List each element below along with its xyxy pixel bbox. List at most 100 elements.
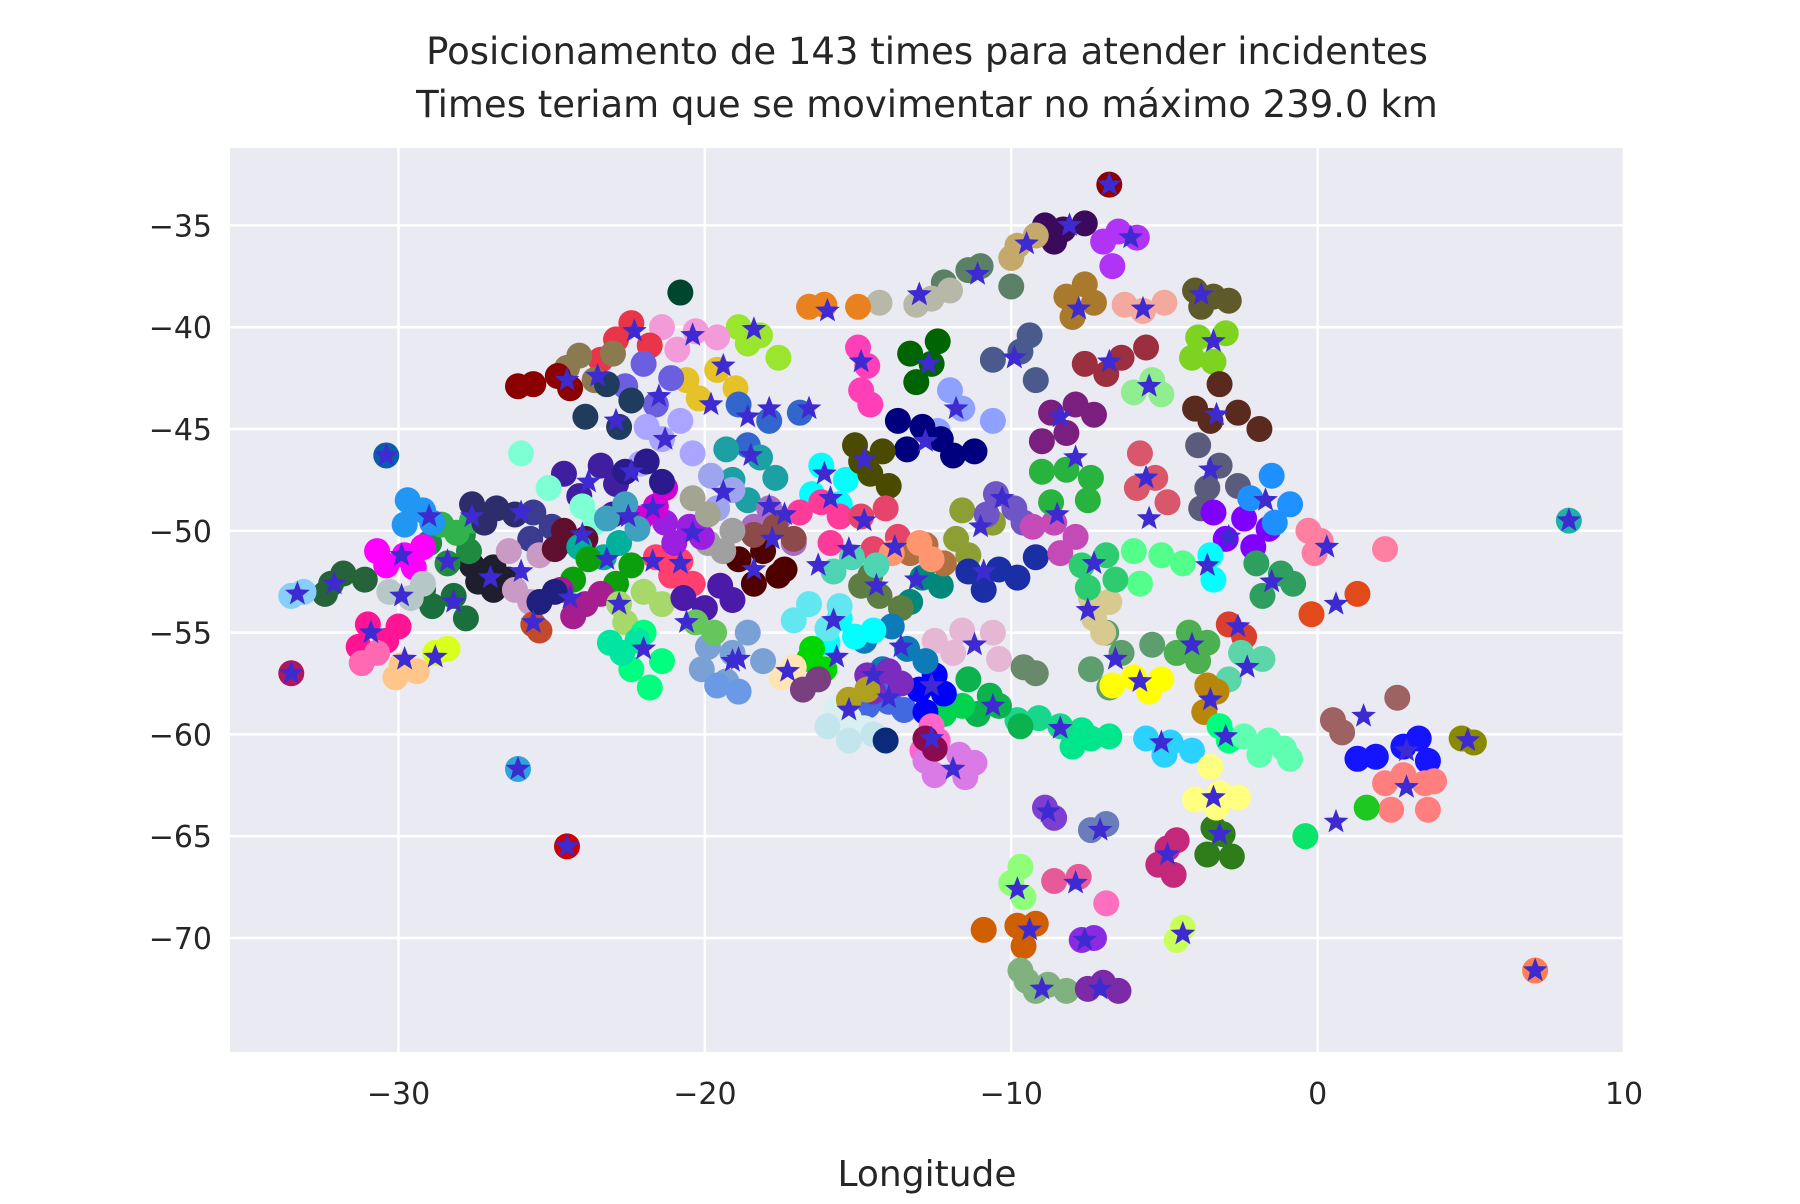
team-position-marker bbox=[1522, 957, 1548, 982]
incident-point bbox=[1185, 324, 1212, 351]
incident-point bbox=[1231, 723, 1258, 750]
team-position-marker bbox=[1207, 821, 1232, 845]
incident-point bbox=[1224, 784, 1251, 811]
incident-point bbox=[670, 584, 697, 611]
incident-point bbox=[1353, 794, 1380, 821]
team-position-marker bbox=[989, 485, 1015, 509]
incident-point bbox=[1099, 253, 1126, 280]
incident-point bbox=[1277, 491, 1304, 518]
team-position-marker bbox=[1394, 737, 1419, 762]
team-position-marker bbox=[1188, 281, 1214, 306]
team-position-marker bbox=[1204, 401, 1229, 426]
incident-point bbox=[648, 468, 675, 495]
y-tick-label: −35 bbox=[149, 209, 212, 244]
incident-point bbox=[887, 670, 914, 697]
incident-point bbox=[1099, 672, 1126, 699]
incident-point bbox=[912, 648, 939, 675]
incident-point bbox=[701, 619, 728, 646]
team-position-marker bbox=[1201, 784, 1226, 808]
team-position-marker bbox=[1259, 568, 1284, 593]
team-position-marker bbox=[285, 580, 310, 605]
incident-point bbox=[661, 529, 688, 556]
incident-point bbox=[1068, 717, 1095, 744]
incident-point bbox=[1080, 289, 1107, 316]
incident-point bbox=[970, 576, 997, 603]
team-position-marker bbox=[594, 546, 620, 570]
incident-point bbox=[688, 656, 715, 683]
team-position-marker bbox=[756, 493, 782, 517]
team-position-marker bbox=[1017, 916, 1042, 941]
team-position-marker bbox=[1133, 464, 1159, 489]
incident-point bbox=[1298, 601, 1325, 628]
team-position-marker bbox=[812, 460, 837, 485]
incident-point bbox=[1237, 485, 1264, 512]
incident-point bbox=[985, 646, 1012, 673]
team-position-marker bbox=[738, 442, 764, 466]
team-position-marker bbox=[1035, 798, 1061, 823]
incident-point bbox=[679, 485, 706, 512]
incident-point bbox=[1077, 464, 1104, 491]
incident-point bbox=[1160, 861, 1187, 888]
incident-point bbox=[694, 501, 721, 528]
incident-point bbox=[541, 578, 568, 605]
team-position-marker bbox=[962, 631, 987, 656]
incident-point bbox=[648, 591, 675, 618]
team-position-marker bbox=[1216, 523, 1242, 548]
incident-point bbox=[894, 436, 921, 463]
incident-point bbox=[1197, 753, 1224, 780]
incident-point bbox=[832, 466, 859, 493]
incident-point bbox=[1414, 747, 1441, 774]
incident-point bbox=[1200, 348, 1227, 375]
incident-point bbox=[612, 491, 639, 518]
team-position-marker bbox=[576, 468, 601, 493]
incident-point bbox=[704, 672, 731, 699]
team-position-marker bbox=[1225, 613, 1251, 637]
incident-point bbox=[1372, 536, 1399, 563]
incident-point bbox=[618, 387, 645, 414]
incident-point bbox=[1096, 723, 1123, 750]
team-position-marker bbox=[851, 446, 877, 470]
incident-point bbox=[1200, 566, 1227, 593]
incident-point bbox=[1405, 725, 1432, 752]
team-position-marker bbox=[631, 635, 656, 660]
team-position-marker bbox=[520, 609, 546, 633]
incident-point bbox=[1182, 786, 1209, 813]
team-position-marker bbox=[968, 513, 993, 538]
incident-point bbox=[1179, 344, 1206, 371]
incident-point bbox=[918, 546, 945, 573]
team-position-marker bbox=[1047, 403, 1073, 428]
y-tick-label: −65 bbox=[149, 820, 212, 855]
incident-point bbox=[1277, 745, 1304, 772]
incident-point bbox=[1071, 210, 1098, 237]
incident-point bbox=[826, 503, 853, 530]
incident-point bbox=[636, 674, 663, 701]
incident-point bbox=[1102, 566, 1129, 593]
incident-point bbox=[1378, 796, 1405, 823]
team-position-marker bbox=[622, 318, 647, 342]
incident-point bbox=[799, 635, 826, 662]
incident-point bbox=[1022, 367, 1049, 394]
incident-point bbox=[961, 438, 988, 465]
team-position-marker bbox=[1014, 230, 1039, 255]
incident-point bbox=[725, 678, 752, 705]
incident-point bbox=[1062, 523, 1089, 550]
chart-title: Posicionamento de 143 times para atender… bbox=[426, 30, 1428, 73]
team-position-marker bbox=[919, 725, 944, 749]
incident-point bbox=[1362, 743, 1389, 770]
team-position-marker bbox=[864, 572, 889, 597]
incident-point bbox=[845, 293, 872, 320]
team-position-marker bbox=[903, 566, 929, 591]
incident-point bbox=[786, 499, 813, 526]
team-position-marker bbox=[1096, 348, 1122, 373]
team-position-marker bbox=[698, 391, 724, 416]
incident-point bbox=[1194, 841, 1221, 868]
team-position-marker bbox=[1136, 505, 1162, 530]
incident-point bbox=[630, 578, 657, 605]
incident-point bbox=[1200, 499, 1227, 526]
incident-point bbox=[866, 289, 893, 316]
team-position-marker bbox=[818, 485, 843, 509]
incident-point bbox=[903, 369, 930, 396]
incident-point bbox=[1053, 420, 1080, 447]
